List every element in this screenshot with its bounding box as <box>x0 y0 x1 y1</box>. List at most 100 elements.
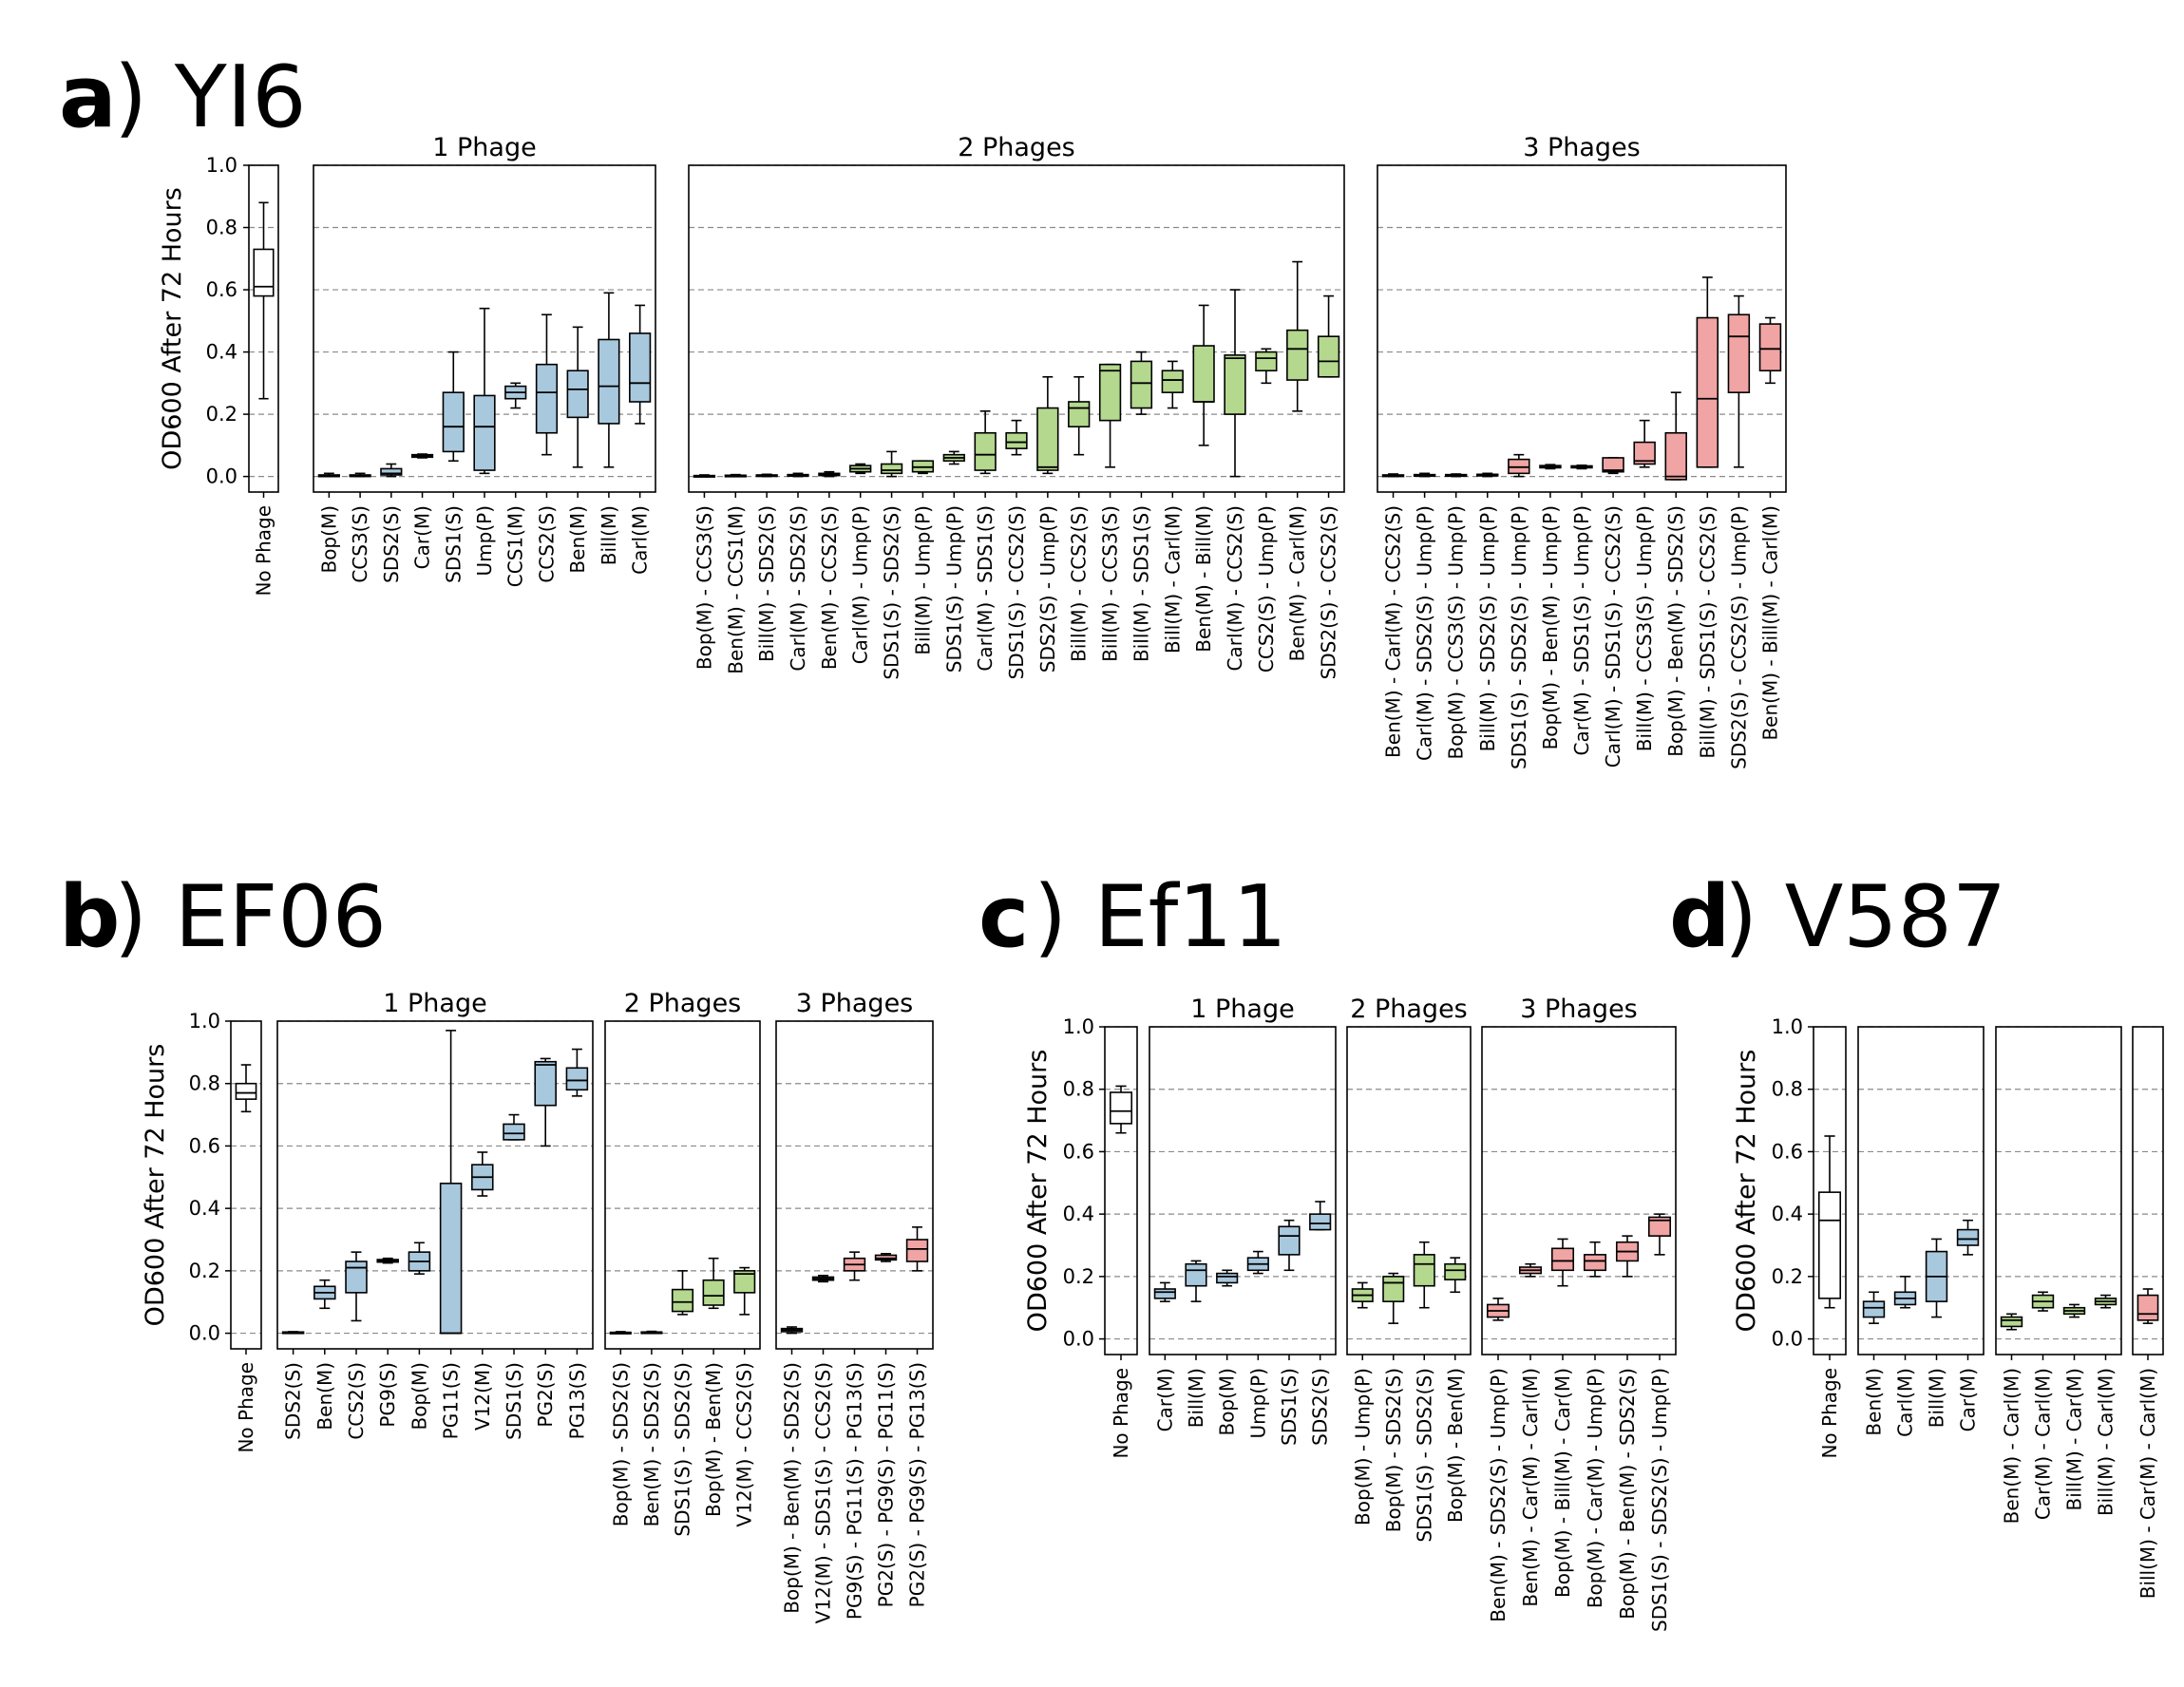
box-iqr <box>1727 313 1751 393</box>
box-bill-m-: Bill(M) <box>1926 1238 1948 1428</box>
subplot-frame <box>1857 1026 1985 1355</box>
x-tick-label: Bill(M) - CCS3(S) <box>1099 505 1122 662</box>
x-tick-label: Car(M) <box>1153 1368 1176 1431</box>
x-tick-label: Bop(M) <box>317 505 340 574</box>
x-tick-label: CCS2(S) - Ump(P) <box>1255 505 1278 673</box>
y-tick-label: 0.0 <box>1772 1328 1803 1351</box>
x-tick-label: Ben(M) - Bill(M) - Carl(M) <box>1758 505 1781 741</box>
chart-d: OD600 After 72 Hours 0.0 0.2 0.4 0.6 0.8 1.0 No… <box>1732 1015 2164 1599</box>
box-bill-m-ccs3-s-: Bill(M) - CCS3(S) <box>1099 363 1122 662</box>
subplot-1-phage: 1 Phage Car(M) Bill(M) Bop(M) Ump(P) SDS1(S) S… <box>1149 995 1337 1446</box>
box-iqr <box>1109 1091 1133 1125</box>
box-iqr <box>974 431 997 471</box>
y-tick-label: 0.0 <box>206 465 237 488</box>
x-tick-label: Ben(M) - Carl(M) - CCS2(S) <box>1382 505 1405 758</box>
box-bop-m-ben-m-sds2-s-: Bop(M) - Ben(M) - SDS2(S) <box>1615 1235 1640 1620</box>
box-bill-m-sds1-s-ccs2-s-: Bill(M) - SDS1(S) - CCS2(S) <box>1696 276 1719 759</box>
box-iqr <box>1153 1288 1176 1299</box>
box-iqr <box>733 1270 756 1294</box>
box-iqr <box>1696 316 1719 468</box>
subplot-2-phages: 2 Phages Bop(M) - CCS3(S) Ben(M) - CCS1(M)… <box>688 133 1345 680</box>
box-sds1-s-sds2-s-: SDS1(S) - SDS2(S) <box>881 450 903 680</box>
box-iqr <box>1224 354 1246 415</box>
x-tick-label: Carl(M) - Ump(P) <box>849 505 872 664</box>
x-tick-label: PG2(S) - PG9(S) - PG11(S) <box>875 1362 898 1607</box>
x-tick-label: SDS2(S) - CCS2(S) <box>1318 505 1340 679</box>
box-iqr <box>1758 323 1782 372</box>
box-car-m-: Car(M) <box>1153 1281 1176 1431</box>
y-tick-label: 0.8 <box>189 1072 220 1095</box>
box-bill-m-sds2-s-: Bill(M) - SDS2(S) <box>755 473 778 662</box>
box-pg2-s-: PG2(S) <box>534 1057 557 1428</box>
box-iqr <box>629 332 652 403</box>
panel-d-letter: d <box>1669 867 1730 967</box>
subplot-frame <box>1995 1026 2122 1355</box>
box-sds2-s-: SDS2(S) <box>380 463 403 583</box>
x-tick-label: Car(M) - SDS1(S) - Ump(P) <box>1570 505 1593 755</box>
x-tick-label: Bop(M) - SDS2(S) <box>609 1362 632 1526</box>
box-iqr <box>235 1082 257 1100</box>
box-bop-m-ccs3-s-: Bop(M) - CCS3(S) <box>693 474 715 670</box>
subplot-frame <box>1377 164 1787 493</box>
subplot-group-3: Bill(M) - Car(M) - Carl(M) <box>2132 1026 2164 1599</box>
x-tick-label: Ben(M) - CCS2(S) <box>818 505 841 670</box>
box-iqr <box>1550 1247 1575 1272</box>
x-tick-label: Ben(M) - CCS1(M) <box>724 505 747 674</box>
box-carl-m-sds2-s-ump-p-: Carl(M) - SDS2(S) - Ump(P) <box>1414 472 1436 761</box>
subplot-frame <box>1346 1026 1472 1355</box>
box-bop-m-: Bop(M) <box>317 472 340 574</box>
subplot-1-phage: 1 Phage Bop(M) CCS3(S) SDS2(S) Car(M) SDS1(S)… <box>313 133 656 587</box>
x-tick-label: CCS2(S) <box>345 1362 368 1440</box>
x-tick-label: Ben(M) - Carl(M) <box>1286 505 1309 661</box>
subplot-group-1: Ben(M) Carl(M) Bill(M) Car(M) <box>1857 1026 1985 1437</box>
box-bill-m-ccs2-s-: Bill(M) - CCS2(S) <box>1068 375 1091 662</box>
panel-b-letter: b <box>59 867 120 967</box>
x-tick-label: PG2(S) <box>534 1362 557 1428</box>
y-tick-label: 0.8 <box>1772 1078 1803 1101</box>
x-tick-label: V12(M) <box>471 1362 494 1431</box>
x-tick-label: Car(M) <box>1957 1368 1980 1431</box>
box-ump-p-: Ump(P) <box>473 307 496 576</box>
box-iqr <box>1382 1276 1405 1302</box>
subplot-title: 1 Phage <box>383 989 486 1018</box>
x-tick-label: Bop(M) - Car(M) - Ump(P) <box>1584 1368 1606 1608</box>
box-sds2-s-: SDS2(S) <box>282 1331 305 1440</box>
box-iqr <box>1192 345 1215 403</box>
subplot-title: 3 Phages <box>1523 133 1641 162</box>
box-ben-m-bill-m-carl-m-: Ben(M) - Bill(M) - Carl(M) <box>1758 316 1782 741</box>
x-tick-label: Bop(M) - Ben(M) - Ump(P) <box>1539 505 1562 749</box>
box-no-phage: No Phage <box>1109 1085 1133 1459</box>
chart-a: OD600 After 72 Hours 0.0 0.2 0.4 0.6 0.8 1.0 No… <box>158 133 1787 769</box>
subplot-frame <box>1481 1026 1677 1355</box>
x-tick-label: Bill(M) - SDS1(S) - CCS2(S) <box>1696 505 1719 759</box>
box-v12-m-ccs2-s-: V12(M) - CCS2(S) <box>733 1266 756 1527</box>
box-bop-m-ben-m-: Bop(M) - Ben(M) <box>702 1257 725 1517</box>
y-tick-label: 0.6 <box>206 278 237 301</box>
box-ben-m-ccs1-m-: Ben(M) - CCS1(M) <box>724 473 747 674</box>
y-tick-label: 1.0 <box>189 1010 220 1033</box>
box-iqr <box>671 1288 694 1313</box>
x-tick-label: PG9(S) - PG11(S) - PG13(S) <box>844 1362 866 1620</box>
subplot-3-phages: 3 Phages Bop(M) - Ben(M) - SDS2(S) V12(M) … <box>775 989 934 1623</box>
x-tick-label: SDS1(S) <box>1278 1368 1301 1446</box>
box-ccs1-m-: CCS1(M) <box>504 382 527 587</box>
x-tick-label: Ben(M) - SDS2(S) <box>640 1362 663 1526</box>
subplot-title: 2 Phages <box>958 133 1075 162</box>
x-tick-label: SDS2(S) <box>1309 1368 1332 1446</box>
box-v12-m-: V12(M) <box>471 1151 494 1431</box>
y-tick-label: 0.6 <box>1772 1140 1803 1163</box>
box-iqr <box>1278 1225 1301 1256</box>
y-axis-label: OD600 After 72 Hours <box>1023 1050 1053 1333</box>
box-iqr <box>1286 329 1309 381</box>
y-tick-label: 0.4 <box>1772 1203 1803 1225</box>
box-sds2-s-ump-p-: SDS2(S) - Ump(P) <box>1036 375 1059 673</box>
box-sds1-s-sds2-s-: SDS1(S) - SDS2(S) <box>671 1270 694 1537</box>
x-tick-label: Bop(M) - Ben(M) - SDS2(S) <box>1616 1368 1639 1620</box>
box-bop-m-ben-m-sds2-s-: Bop(M) - Ben(M) - SDS2(S) <box>1664 391 1687 757</box>
subplot-2-phages: 2 Phages Bop(M) - Ump(P) Bop(M) - SDS2(S) S… <box>1346 995 1472 1543</box>
box-ben-m-bill-m-: Ben(M) - Bill(M) <box>1192 304 1215 653</box>
subplot-title: 2 Phages <box>1350 995 1468 1024</box>
x-tick-label: SDS2(S) <box>282 1362 305 1440</box>
x-tick-label: Bop(M) - Ump(P) <box>1351 1368 1374 1526</box>
box-carl-m-sds1-s-: Carl(M) - SDS1(S) <box>974 410 997 672</box>
